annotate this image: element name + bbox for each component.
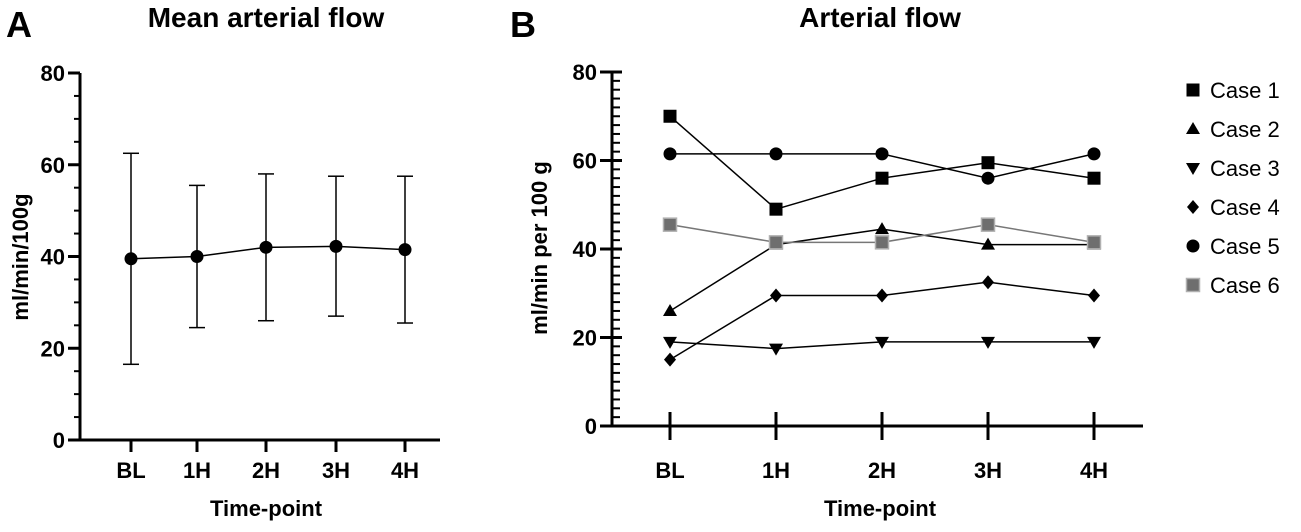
data-point-case-3 (1087, 336, 1101, 349)
x-tick-label: 4H (391, 458, 419, 483)
data-point-case-6 (662, 217, 678, 232)
legend-label-case-1: Case 1 (1210, 78, 1280, 103)
panel-a-letter: A (6, 4, 32, 45)
data-point-case-1 (663, 109, 677, 123)
data-point-case-4 (770, 288, 782, 303)
data-point-case-6 (980, 217, 996, 232)
y-tick-label: 40 (573, 237, 597, 262)
legend-marker-case-3 (1186, 163, 1200, 175)
panel-a-title: Mean arterial flow (148, 2, 385, 33)
y-tick-label: 0 (585, 414, 597, 439)
y-tick-label: 20 (41, 336, 65, 361)
legend: Case 1 Case 2 Case 3 Case 4 Case 5 Case 6 (1185, 78, 1280, 298)
data-point-case-2 (663, 303, 677, 316)
data-point-case-4 (982, 275, 994, 290)
data-point-case-5 (981, 171, 995, 185)
data-point-case-5 (1087, 147, 1101, 161)
y-tick-label: 80 (573, 60, 597, 85)
data-point-case-3 (875, 336, 889, 349)
panel-b-xlabel: Time-point (824, 496, 937, 521)
x-tick-label: 1H (762, 458, 790, 483)
panel-b-letter: B (510, 4, 536, 45)
y-tick-label: 80 (41, 61, 65, 86)
legend-label-case-6: Case 6 (1210, 273, 1280, 298)
data-point-case-4 (1088, 288, 1100, 303)
data-point-case-1 (875, 171, 889, 185)
data-point-case-4 (876, 288, 888, 303)
x-tick-label: 2H (868, 458, 896, 483)
series-line-case-1 (669, 115, 1095, 211)
x-tick-label: BL (116, 458, 145, 483)
x-tick-label: 4H (1080, 458, 1108, 483)
x-tick-label: 3H (974, 458, 1002, 483)
data-point-case-1 (981, 156, 995, 170)
x-tick-label: 3H (322, 458, 350, 483)
legend-label-case-4: Case 4 (1210, 195, 1280, 220)
data-point-mean (329, 239, 343, 253)
data-point-mean (398, 243, 412, 257)
data-point-case-6 (874, 235, 890, 250)
x-tick-label: 1H (183, 458, 211, 483)
data-point-case-6 (1086, 235, 1102, 250)
legend-label-case-3: Case 3 (1210, 156, 1280, 181)
x-tick-label: BL (655, 458, 684, 483)
legend-marker-case-2 (1186, 122, 1200, 134)
data-point-mean (190, 250, 204, 263)
legend-label-case-5: Case 5 (1210, 234, 1280, 259)
panel-b-chart: 0 20 40 60 80 BL 1H 2H 3H 4H (573, 60, 1143, 483)
data-point-case-2 (981, 237, 995, 250)
data-point-mean (259, 240, 273, 254)
data-point-mean (124, 252, 138, 266)
legend-marker-case-6 (1185, 277, 1201, 293)
panel-a-chart: 0 20 40 60 80 BL 1H 2H 3H 4H (41, 61, 440, 483)
y-tick-label: 40 (41, 245, 65, 270)
data-point-case-1 (769, 202, 783, 216)
data-point-case-6 (768, 235, 784, 250)
data-point-case-5 (875, 147, 889, 161)
data-point-case-5 (769, 147, 783, 161)
y-tick-label: 20 (573, 326, 597, 351)
data-point-case-4 (664, 352, 676, 367)
legend-marker-case-1 (1186, 83, 1200, 97)
legend-label-case-2: Case 2 (1210, 117, 1280, 142)
y-tick-label: 60 (41, 153, 65, 178)
data-point-case-3 (769, 343, 783, 356)
panel-a-ylabel: ml/min/100g (8, 193, 33, 320)
panel-a-xlabel: Time-point (210, 496, 323, 521)
data-point-case-3 (981, 336, 995, 349)
data-point-case-5 (663, 147, 677, 161)
data-point-case-3 (663, 336, 677, 349)
data-point-case-2 (875, 222, 889, 235)
panel-b-ylabel: ml/min per 100 g (527, 161, 552, 335)
legend-marker-case-4 (1187, 200, 1199, 214)
x-tick-label: 2H (252, 458, 280, 483)
y-tick-label: 0 (53, 428, 65, 453)
data-point-case-1 (1087, 171, 1101, 185)
y-tick-label: 60 (573, 149, 597, 174)
panel-b-title: Arterial flow (799, 2, 961, 33)
legend-marker-case-5 (1186, 239, 1200, 253)
